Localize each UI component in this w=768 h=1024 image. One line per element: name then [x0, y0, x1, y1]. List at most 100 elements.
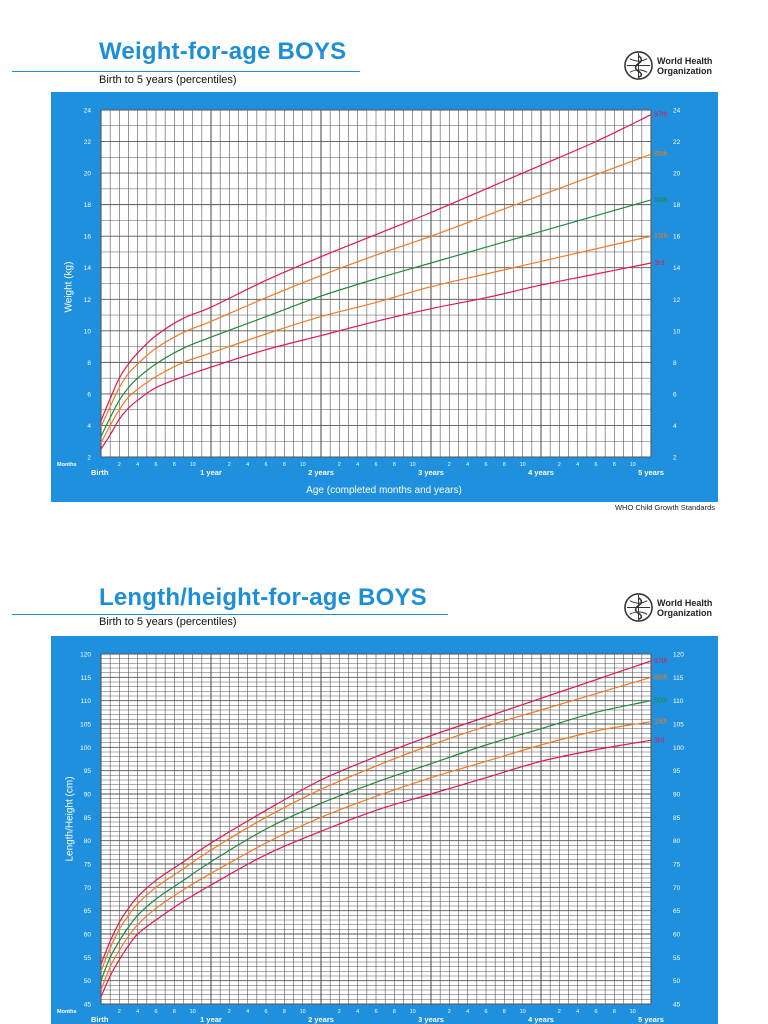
who-name: World Health Organization	[657, 56, 712, 76]
y-tick-label-right: 50	[673, 978, 681, 985]
x-month-tick-label: 4	[466, 1009, 469, 1015]
x-month-tick-label: 8	[503, 1009, 506, 1015]
x-month-tick-label: 10	[630, 1009, 636, 1015]
y-tick-label-right: 85	[673, 815, 681, 822]
series-label: 3rd	[654, 260, 664, 267]
y-tick-label-right: 16	[673, 234, 681, 241]
x-month-tick-label: 2	[448, 1009, 451, 1015]
x-year-label: 2 years	[308, 1015, 334, 1024]
title-rule	[12, 71, 360, 72]
who-emblem-icon	[624, 593, 653, 622]
y-tick-label-left: 80	[84, 838, 92, 845]
months-axis-label: Months	[57, 462, 77, 468]
series-label: 15th	[654, 719, 668, 726]
y-tick-label-right: 120	[673, 652, 684, 659]
series-line	[100, 235, 652, 444]
x-month-tick-label: 10	[410, 1009, 416, 1015]
y-tick-label-left: 105	[80, 722, 91, 729]
x-month-tick-label: 2	[448, 462, 451, 468]
y-tick-label-right: 55	[673, 955, 681, 962]
x-month-tick-label: 8	[173, 1009, 176, 1015]
y-tick-label-left: 55	[84, 955, 92, 962]
who-emblem-icon	[624, 51, 653, 80]
x-month-tick-label: 6	[264, 462, 267, 468]
y-tick-label-left: 65	[84, 908, 92, 915]
who-logo: World Health Organization	[623, 50, 712, 81]
x-month-tick-label: 2	[118, 462, 121, 468]
y-tick-label-right: 12	[673, 297, 681, 304]
y-tick-label-left: 6	[87, 391, 91, 398]
y-tick-label-left: 45	[84, 1002, 92, 1009]
x-month-tick-label: 8	[283, 1009, 286, 1015]
series-label: 97th	[654, 112, 668, 119]
y-tick-label-right: 110	[673, 698, 684, 705]
series-label: 50th	[654, 698, 668, 705]
y-tick-label-left: 24	[84, 108, 92, 115]
x-month-tick-label: 4	[246, 462, 249, 468]
y-tick-label-left: 20	[84, 171, 92, 178]
y-tick-label-left: 90	[84, 792, 92, 799]
y-tick-label-left: 100	[80, 745, 91, 752]
y-tick-label-right: 80	[673, 838, 681, 845]
y-tick-label-right: 8	[673, 360, 677, 367]
y-tick-label-right: 75	[673, 862, 681, 869]
chart-panel: 2 2 4 4 6 6 8 8 10 10 12 12 14 14 16 16 18 18 20 20 22 22 24 24…	[51, 92, 718, 502]
x-month-tick-label: 2	[558, 462, 561, 468]
y-tick-label-right: 45	[673, 1002, 681, 1009]
x-month-tick-label: 8	[393, 462, 396, 468]
y-tick-label-right: 18	[673, 202, 681, 209]
x-month-tick-label: 10	[300, 1009, 306, 1015]
y-tick-label-right: 4	[673, 423, 677, 430]
y-tick-label-right: 20	[673, 171, 681, 178]
y-tick-label-left: 18	[84, 202, 92, 209]
x-month-tick-label: 2	[118, 1009, 121, 1015]
x-month-tick-label: 8	[173, 462, 176, 468]
chart-subtitle: Birth to 5 years (percentiles)	[99, 74, 237, 86]
length-chart-svg: 45 45 50 50 55 55 60 60 65 65 70 70 75 75 80 80 85 85 90 90…	[57, 652, 684, 1024]
chart-subtitle: Birth to 5 years (percentiles)	[99, 616, 237, 628]
y-tick-label-left: 10	[84, 328, 92, 335]
x-month-tick-label: 6	[264, 1009, 267, 1015]
y-tick-label-left: 75	[84, 862, 92, 869]
series-label: 50th	[654, 197, 668, 204]
x-year-label: 1 year	[200, 1015, 222, 1024]
x-year-label: 5 years	[638, 1015, 664, 1024]
series-label: 85th	[654, 674, 668, 681]
y-tick-label-right: 115	[673, 675, 684, 682]
y-tick-label-left: 115	[81, 675, 92, 682]
y-tick-label-left: 120	[80, 652, 91, 659]
series-line	[100, 262, 652, 450]
chart-title: Weight-for-age BOYS	[99, 38, 347, 65]
series-line	[100, 153, 652, 428]
x-month-tick-label: 8	[283, 462, 286, 468]
series-label: 97th	[654, 658, 668, 665]
x-month-tick-label: 10	[190, 1009, 196, 1015]
y-tick-label-left: 70	[84, 885, 92, 892]
series-line	[100, 721, 652, 991]
series-line	[100, 739, 652, 998]
y-tick-label-left: 14	[84, 265, 92, 272]
who-name-line1: World Health	[657, 597, 713, 608]
y-tick-label-left: 60	[84, 932, 92, 939]
x-month-tick-label: 8	[393, 1009, 396, 1015]
series-line	[100, 114, 652, 421]
series-line	[100, 660, 652, 965]
x-year-label: 3 years	[418, 468, 444, 477]
y-tick-label-left: 12	[84, 297, 92, 304]
x-month-tick-label: 6	[594, 462, 597, 468]
y-tick-label-left: 110	[81, 698, 92, 705]
y-tick-label-right: 14	[673, 265, 681, 272]
series-line	[100, 199, 652, 437]
y-axis-label: Weight (kg)	[63, 261, 75, 313]
x-month-tick-label: 2	[338, 462, 341, 468]
y-tick-label-left: 4	[87, 423, 91, 430]
x-month-tick-label: 2	[338, 1009, 341, 1015]
x-month-tick-label: 8	[613, 462, 616, 468]
y-tick-label-left: 85	[84, 815, 92, 822]
x-month-tick-label: 10	[520, 1009, 526, 1015]
x-month-tick-label: 10	[630, 462, 636, 468]
who-name: World Health Organization	[657, 598, 712, 618]
x-month-tick-label: 8	[503, 462, 506, 468]
x-month-tick-label: 2	[228, 1009, 231, 1015]
